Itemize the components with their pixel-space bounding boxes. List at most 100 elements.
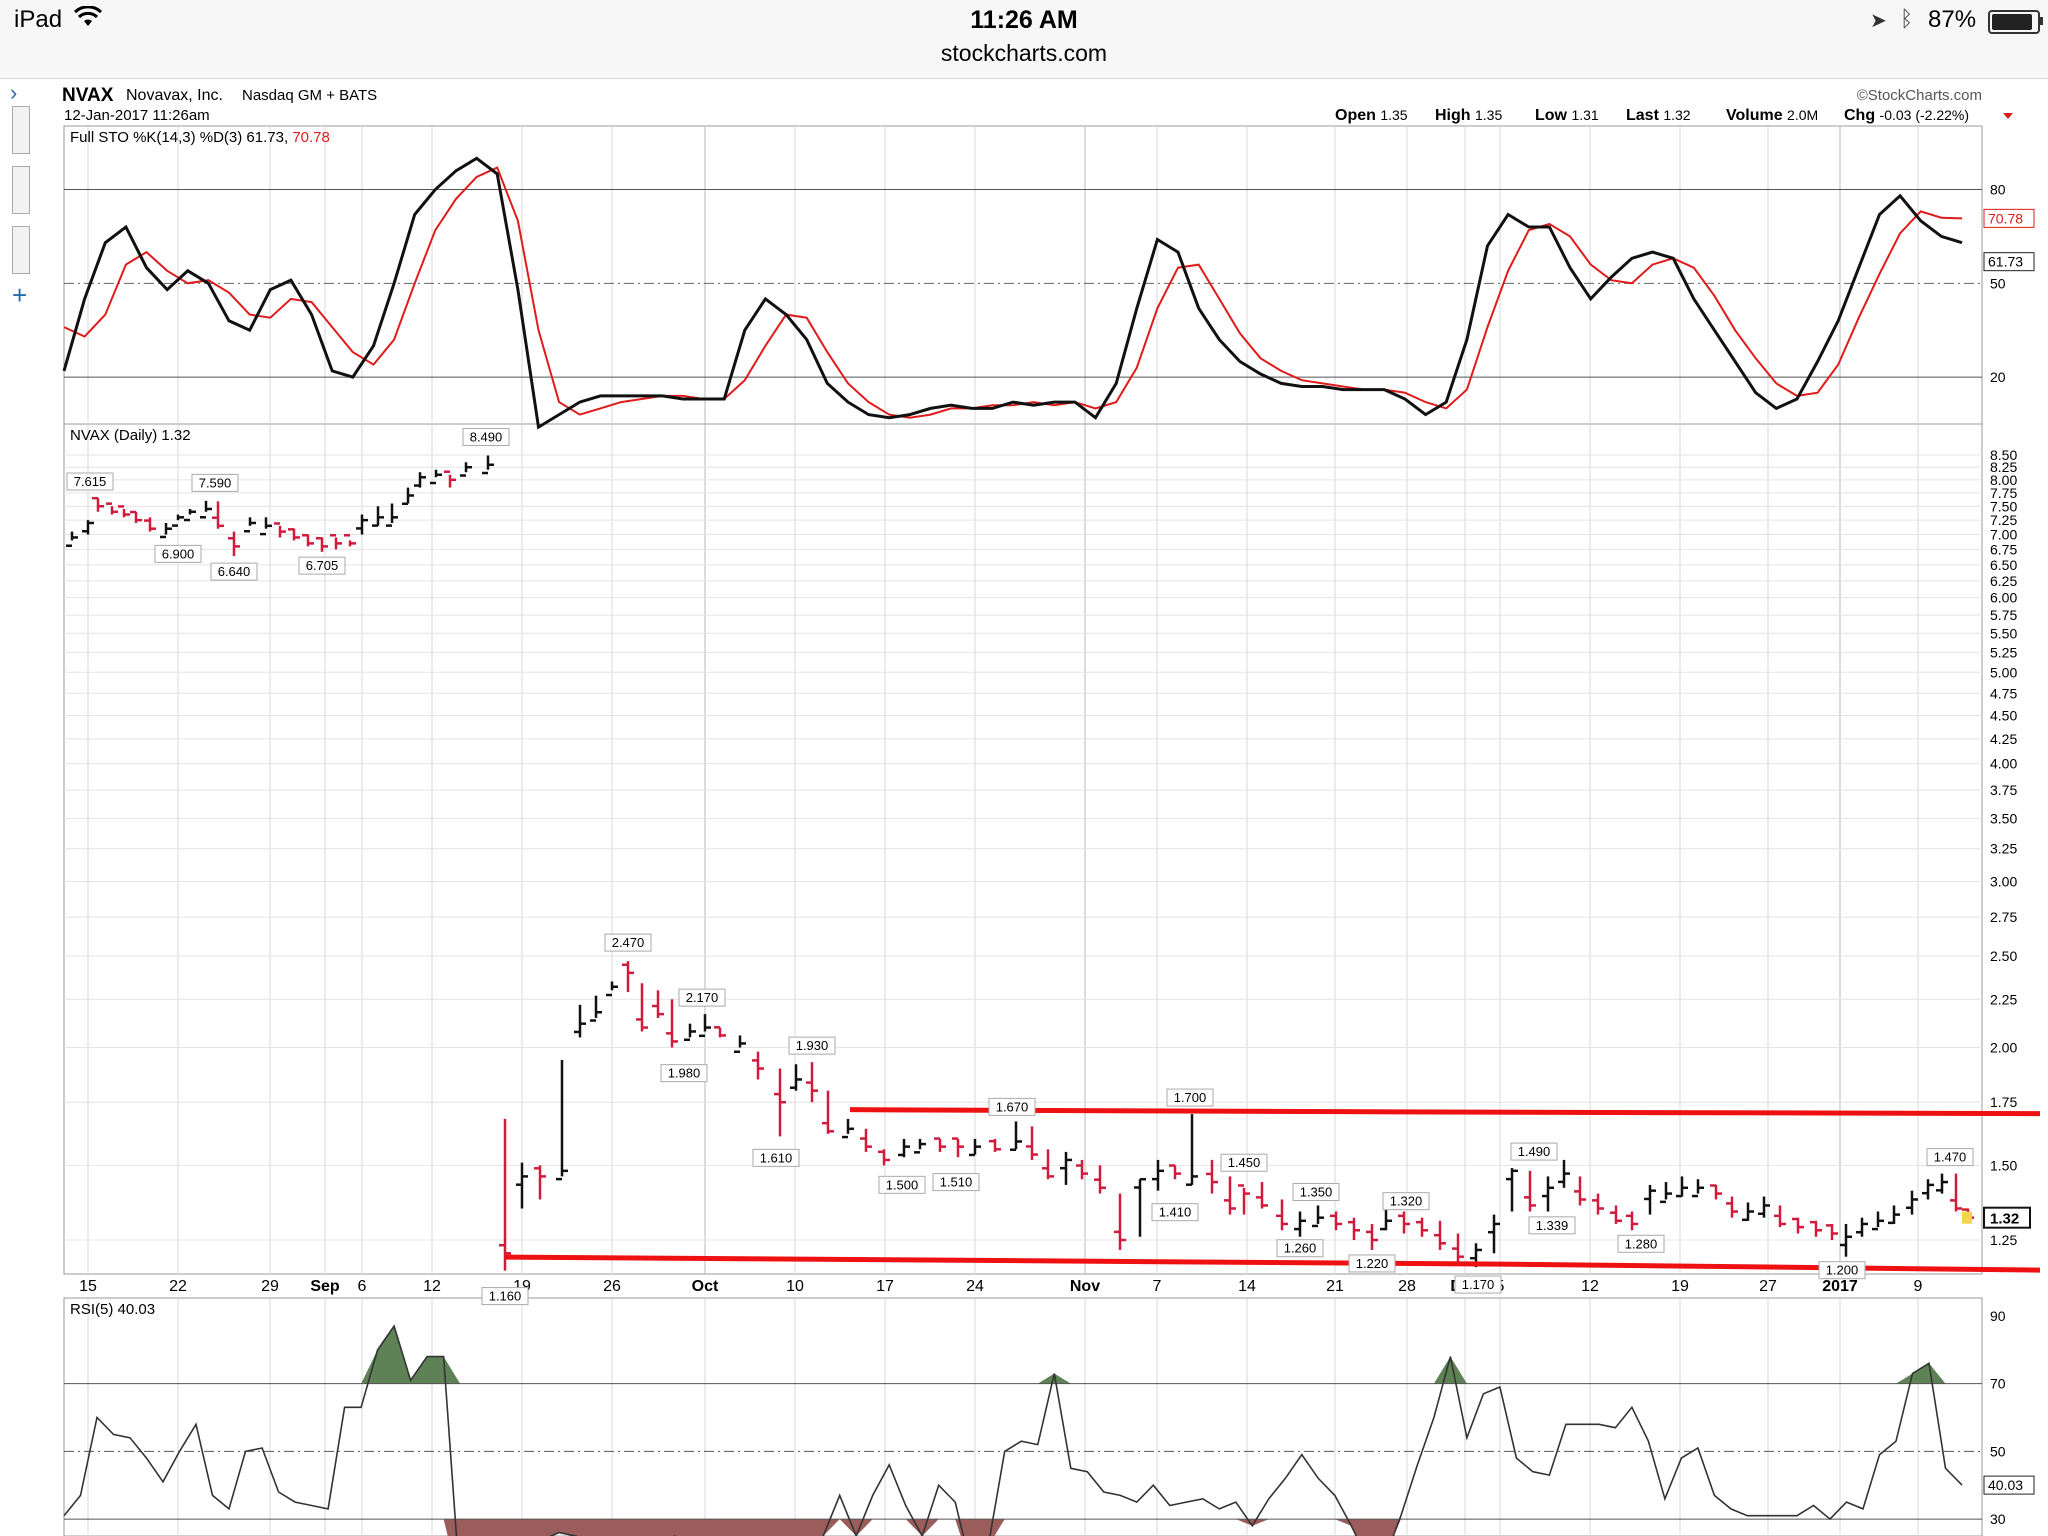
brand-watermark: ©StockCharts.com — [1857, 87, 1982, 104]
x-axis-tick-label: 10 — [786, 1278, 804, 1295]
price-data-label: 6.640 — [218, 564, 251, 579]
stochastic-legend: Full STO %K(14,3) %D(3) 61.73, 70.78 — [70, 129, 330, 146]
x-axis-tick-label: Nov — [1070, 1278, 1100, 1295]
x-axis-tick-label: 12 — [423, 1278, 441, 1295]
price-data-label: 1.500 — [886, 1177, 919, 1192]
x-axis-tick-label: 6 — [358, 1278, 367, 1295]
scroll-handle[interactable] — [12, 166, 30, 214]
quote-stats: Open 1.35 High 1.35 Low 1.31 Last 1.32 Volum… — [1335, 107, 2013, 124]
chart-date: 12-Jan-2017 11:26am — [64, 107, 210, 124]
rsi-panel — [63, 1297, 1983, 1536]
x-axis-tick-label: 12 — [1581, 1278, 1599, 1295]
stochastic-legend-d: 70.78 — [292, 129, 330, 146]
price-data-label: 1.450 — [1228, 1155, 1261, 1170]
price-data-label-box — [1220, 1153, 1268, 1172]
price-data-label-box — [1528, 1216, 1576, 1235]
price-tick-label: 2.50 — [1990, 948, 2017, 964]
price-tick-label: 2.75 — [1990, 909, 2017, 925]
battery-level — [1992, 14, 2033, 30]
price-tick-label: 8.50 — [1990, 447, 2017, 463]
x-axis-tick-label: Sep — [310, 1278, 340, 1295]
price-data-label-box — [1510, 1142, 1558, 1161]
stochastic-series-k — [62, 156, 1963, 430]
quote-stat: Last 1.32 — [1626, 107, 1691, 124]
plus-icon[interactable]: + — [12, 280, 28, 310]
price-data-label: 6.900 — [162, 546, 195, 561]
device-name: iPad — [14, 6, 63, 33]
quote-stat: High 1.35 — [1435, 107, 1502, 124]
price-data-label-box — [1382, 1192, 1430, 1211]
rsi-tick-label: 30 — [1990, 1511, 2006, 1527]
price-tick-label: 1.75 — [1990, 1094, 2017, 1110]
price-data-label-box — [678, 988, 726, 1007]
vertical-gridlines — [87, 127, 1919, 1536]
price-data-label: 7.590 — [199, 475, 232, 490]
stochastic-legend-text: Full STO %K(14,3) %D(3) 61.73, — [70, 129, 288, 146]
price-tick-label: 5.50 — [1990, 625, 2017, 641]
price-data-label: 1.200 — [1826, 1263, 1859, 1278]
price-data-label: 6.705 — [306, 558, 339, 573]
price-tick-label: 7.50 — [1990, 498, 2017, 514]
price-data-label-box — [481, 1287, 529, 1306]
price-tick-label: 3.00 — [1990, 873, 2017, 889]
location-arrow-icon: ➤ — [1870, 10, 1887, 32]
price-tick-label: 5.75 — [1990, 607, 2017, 623]
scroll-handle[interactable] — [12, 106, 30, 154]
price-tick-label: 6.25 — [1990, 573, 2017, 589]
price-data-label-box — [298, 556, 346, 575]
price-tick-label: 6.00 — [1990, 590, 2017, 606]
x-axis-tick-label: 19 — [1671, 1278, 1689, 1295]
price-data-label-box — [878, 1175, 926, 1194]
x-axis-tick-label: 24 — [966, 1278, 984, 1295]
scroll-handle[interactable] — [12, 226, 30, 274]
stochastic-panel — [63, 125, 1983, 425]
quote-stat: Chg -0.03 (-2.22%) — [1844, 107, 1969, 124]
price-tick-label: 7.25 — [1990, 512, 2017, 528]
price-tick-label: 8.25 — [1990, 459, 2017, 475]
price-tick-label: 6.50 — [1990, 557, 2017, 573]
price-data-label-box — [660, 1064, 708, 1083]
price-data-label-box — [604, 933, 652, 952]
price-data-label-box — [932, 1173, 980, 1192]
price-data-label: 1.980 — [668, 1066, 701, 1081]
price-data-label-box — [1926, 1148, 1974, 1167]
chevron-right-icon[interactable]: › — [10, 80, 18, 105]
bluetooth-icon: ᛒ — [1900, 6, 1914, 31]
price-data-label: 1.470 — [1934, 1150, 1967, 1165]
price-chart: 8.508.258.007.757.507.257.006.756.506.25… — [64, 427, 2041, 1306]
address-bar[interactable]: stockcharts.com — [940, 40, 1108, 66]
x-axis-tick-label: 22 — [169, 1278, 187, 1295]
x-axis-tick-label: 26 — [603, 1278, 621, 1295]
rsi-line — [63, 1324, 1963, 1536]
price-data-label-box — [988, 1097, 1036, 1116]
last-price-flag — [1983, 1206, 2031, 1229]
battery-icon — [1988, 10, 2040, 34]
price-data-label-box — [1151, 1203, 1199, 1222]
price-tick-label: 1.25 — [1990, 1232, 2017, 1248]
price-data-label: 8.490 — [470, 429, 503, 444]
price-data-label: 1.930 — [796, 1038, 829, 1053]
rsi-tick-label: 50 — [1990, 1443, 2006, 1459]
price-data-label: 2.170 — [686, 990, 719, 1005]
price-data-label: 1.339 — [1536, 1218, 1569, 1233]
exchange-name: Nasdaq GM + BATS — [242, 87, 377, 104]
battery-tip — [2040, 17, 2043, 25]
price-tick-label: 4.50 — [1990, 707, 2017, 723]
x-axis-tick-label: Oct — [692, 1278, 719, 1295]
rsi-oversold-fill — [64, 1519, 1962, 1536]
rsi-chart: 90 70 50 30 40.03 — [63, 1308, 2035, 1536]
x-axis-tick-label: 21 — [1326, 1278, 1344, 1295]
support-line — [504, 1254, 2041, 1273]
price-data-label-box — [154, 544, 202, 563]
rsi-flag-label: 40.03 — [1988, 1477, 2023, 1493]
price-data-label-box — [1166, 1088, 1214, 1107]
down-arrow-icon — [2003, 113, 2013, 119]
price-data-label: 1.670 — [996, 1099, 1029, 1114]
rsi-tick-label: 90 — [1990, 1308, 2006, 1324]
price-data-label-box — [191, 473, 239, 492]
wifi-icon — [74, 6, 102, 26]
rsi-overbought-fill — [64, 1326, 1962, 1384]
last-price-flag-label: 1.32 — [1990, 1211, 2019, 1228]
x-axis-tick-label: 14 — [1238, 1278, 1256, 1295]
